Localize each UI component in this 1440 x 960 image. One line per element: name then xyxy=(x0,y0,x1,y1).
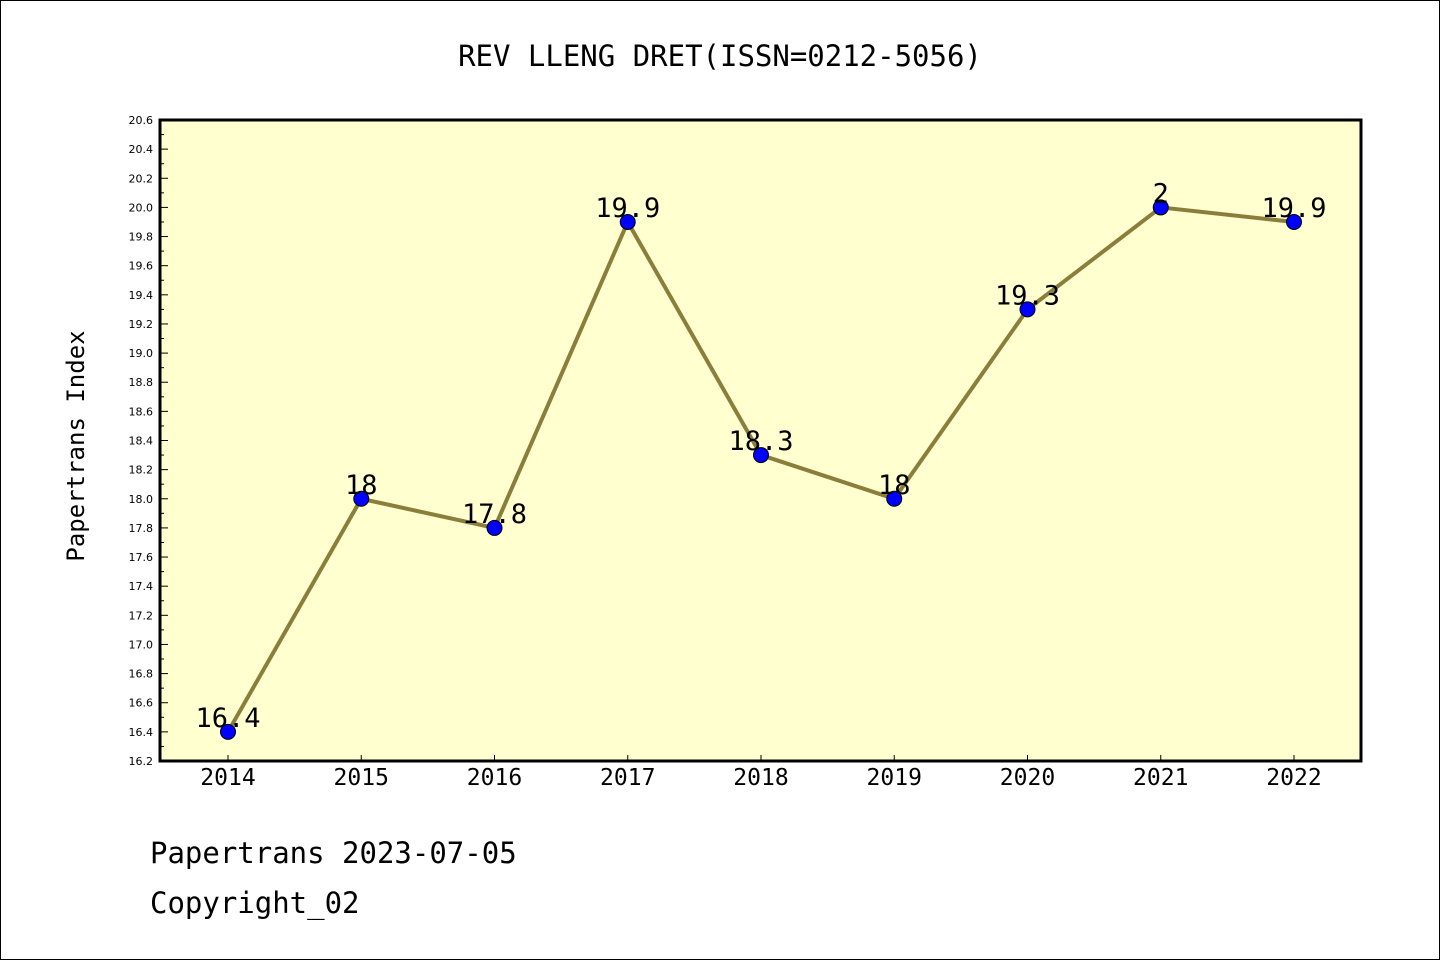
data-point xyxy=(619,213,636,230)
x-tick-label: 2018 xyxy=(733,765,788,791)
x-tick-label: 2021 xyxy=(1133,765,1188,791)
y-tick-label: 16.8 xyxy=(129,668,154,681)
x-axis: 2014 2015 2016 2017 2018 2019 2020 2021 2022 xyxy=(200,755,1322,791)
y-tick-label: 19.2 xyxy=(129,318,154,331)
x-tick-label: 2016 xyxy=(467,765,522,791)
x-tick-label: 2017 xyxy=(600,765,655,791)
y-tick-label: 19.8 xyxy=(129,231,154,244)
y-tick-label: 18.2 xyxy=(129,464,154,477)
y-tick-label: 18.4 xyxy=(129,435,154,448)
y-tick-label: 19.6 xyxy=(129,260,154,273)
y-tick-label: 18.6 xyxy=(129,405,154,418)
y-axis-label: Papertrans Index xyxy=(62,330,90,561)
x-tick-label: 2015 xyxy=(334,765,389,791)
y-tick-label: 20.2 xyxy=(129,172,154,185)
data-point xyxy=(220,723,236,740)
y-tick-label: 17.6 xyxy=(129,551,154,564)
data-label: 18 xyxy=(878,470,911,501)
data-labels: 16.4 18 17.8 19.9 18.3 18 19.3 2 19.9 xyxy=(195,178,1326,733)
chart-title: REV LLENG DRET(ISSN=0212-5056) xyxy=(458,39,982,73)
data-label: 2 xyxy=(1153,178,1169,209)
data-label: 18.3 xyxy=(728,426,793,457)
data-point xyxy=(486,519,503,536)
y-tick-label: 17.0 xyxy=(129,638,154,651)
y-tick-label: 19.0 xyxy=(129,347,154,360)
y-tick-label: 18.8 xyxy=(129,376,154,389)
y-tick-label: 17.4 xyxy=(129,580,154,593)
y-tick-label: 16.6 xyxy=(129,697,154,710)
y-axis: 16.2 16.4 16.6 16.8 17.0 17.2 17.4 17.6 17.8 18.0… xyxy=(129,114,168,768)
data-point xyxy=(1286,213,1302,230)
data-label: 17.8 xyxy=(462,499,527,530)
x-tick-label: 2020 xyxy=(1000,765,1055,791)
footer-date: Papertrans 2023-07-05 xyxy=(150,836,517,870)
footer-copyright: Copyright_02 xyxy=(150,886,360,920)
y-tick-label: 19.4 xyxy=(129,289,154,302)
data-markers xyxy=(220,199,1302,740)
y-tick-label: 20.6 xyxy=(129,114,154,127)
x-tick-label: 2022 xyxy=(1266,765,1321,791)
x-tick-label: 2019 xyxy=(867,765,922,791)
data-point xyxy=(1019,301,1036,318)
y-tick-label: 20.0 xyxy=(129,201,154,214)
data-point xyxy=(1152,199,1169,216)
data-point xyxy=(753,447,769,464)
data-label: 16.4 xyxy=(195,703,260,734)
y-tick-label: 20.4 xyxy=(129,143,154,156)
y-tick-label: 17.8 xyxy=(129,522,154,535)
x-tick-label: 2014 xyxy=(200,765,255,791)
data-label: 18 xyxy=(345,470,378,501)
y-tick-label: 18.0 xyxy=(129,493,154,506)
plot-area xyxy=(158,118,1363,763)
data-label: 19.9 xyxy=(595,193,660,224)
data-label: 19.3 xyxy=(995,280,1060,311)
y-tick-label: 16.2 xyxy=(129,755,154,768)
data-point xyxy=(353,490,370,507)
y-tick-label: 16.4 xyxy=(129,726,154,739)
data-point xyxy=(886,490,903,507)
y-tick-label: 17.2 xyxy=(129,609,154,622)
data-label: 19.9 xyxy=(1261,193,1326,224)
